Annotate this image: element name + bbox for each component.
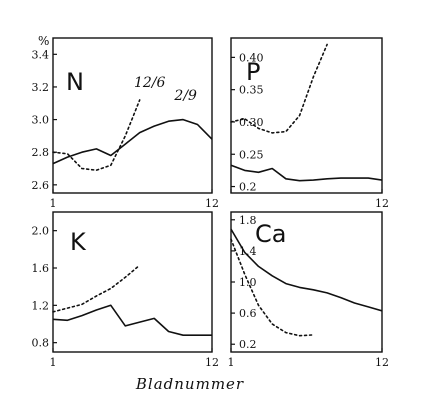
- y-tick-label: 0.6: [239, 307, 257, 320]
- x-tick-label: 12: [205, 356, 219, 369]
- series-line-dotted: [230, 238, 315, 337]
- series-line-dotted: [52, 99, 141, 172]
- series-annotation: 12/6: [134, 75, 166, 91]
- series-line-solid: [230, 228, 383, 312]
- y-tick-label: 0.25: [239, 148, 264, 161]
- y-unit-label: %: [38, 34, 49, 48]
- y-tick-label: 0.40: [239, 51, 264, 64]
- x-tick-label: 1: [228, 356, 235, 369]
- x-tick-label: 1: [50, 356, 57, 369]
- panel-frame: [52, 211, 213, 353]
- series-line-solid: [52, 304, 212, 337]
- y-tick-label: 0.35: [239, 84, 264, 97]
- x-tick-label: 1: [50, 197, 57, 210]
- panel-element-label: P: [246, 58, 260, 86]
- y-tick-label: 2.8: [32, 146, 50, 159]
- series-line-solid: [52, 118, 213, 165]
- panel-k: 0.8 1.2 1.6 2.0 1 12 K: [32, 211, 219, 369]
- y-tick-label: 1.4: [239, 245, 257, 258]
- y-tick-label: 0.2: [239, 338, 257, 351]
- y-tick-label: 1.8: [239, 214, 257, 227]
- y-tick-label: 3.0: [32, 114, 50, 127]
- y-tick-label: 2.0: [32, 225, 50, 238]
- series-line-solid: [230, 164, 383, 182]
- panel-frame: [52, 37, 213, 194]
- x-axis-label: Bladnummer: [135, 375, 244, 393]
- y-tick-label: 0.2: [239, 181, 257, 194]
- y-tick-label: 1.6: [32, 262, 50, 275]
- x-tick-label: 12: [375, 197, 389, 210]
- panel-element-label: N: [66, 68, 84, 96]
- panel-frame: [230, 37, 383, 194]
- y-tick-label: 3.2: [32, 81, 50, 94]
- y-tick-label: 3.4: [32, 48, 50, 61]
- series-line-dotted: [230, 43, 328, 134]
- panel-n: 2.6 2.8 3.0 3.2 3.4 1 12 N 12/6 2/9: [32, 37, 219, 210]
- series-annotation: 2/9: [173, 88, 197, 104]
- y-tick-label: 2.6: [32, 179, 50, 192]
- chart-panels: 2.62.83.03.23.41 12N 12/62/90.20.250.300.3…: [32, 37, 389, 369]
- series-line-dotted: [52, 264, 141, 313]
- x-tick-label: 12: [375, 356, 389, 369]
- y-tick-label: 1.2: [32, 299, 50, 312]
- panel-element-label: Ca: [255, 220, 286, 248]
- x-tick-label: 12: [205, 197, 219, 210]
- y-tick-label: 0.8: [32, 337, 50, 350]
- panel-element-label: K: [70, 228, 87, 256]
